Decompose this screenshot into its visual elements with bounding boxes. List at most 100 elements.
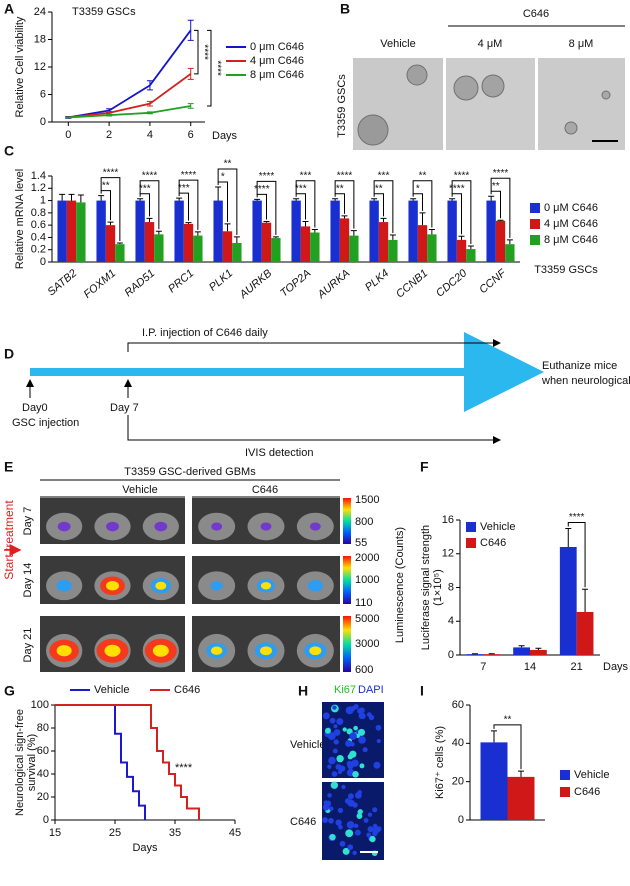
bar [193, 235, 203, 262]
x-tick-label: 7 [480, 661, 486, 673]
error-bar [187, 103, 194, 109]
bar [427, 234, 437, 262]
significance-bracket [139, 193, 150, 217]
significance-label: **** [103, 167, 119, 178]
x-tick-label: AURKB [237, 267, 275, 301]
nucleus [327, 764, 332, 769]
signal [152, 644, 169, 657]
significance-label: *** [300, 170, 312, 181]
sphere [406, 64, 428, 86]
error-bar [518, 645, 525, 648]
signal [106, 521, 119, 532]
treatment-marker: Start treatment [2, 500, 16, 580]
error-bar [293, 198, 300, 201]
y-tick-label: 0 [458, 814, 464, 826]
signal [155, 581, 167, 590]
x-tick-label: RAD51 [122, 267, 157, 299]
significance-label: *** [139, 183, 151, 194]
nucleus [322, 712, 330, 720]
significance-label: **** [569, 512, 585, 523]
nucleus [352, 771, 359, 778]
bar [135, 200, 145, 262]
significance-bracket [194, 29, 199, 75]
nucleus [372, 807, 378, 813]
bar [408, 200, 418, 262]
nucleus [358, 728, 366, 736]
panel-letter: D [4, 346, 14, 362]
bar [480, 742, 508, 820]
legend-label: Vehicle [94, 684, 129, 696]
row-label: T3359 GSCs [336, 74, 348, 138]
bar [505, 244, 515, 262]
bar [530, 649, 547, 655]
error-bar [518, 770, 524, 777]
y-tick-label: 6 [40, 88, 46, 100]
bar [174, 200, 184, 262]
legend-label: C646 [480, 537, 506, 549]
error-bar [254, 198, 261, 201]
column-label: C646 [252, 484, 278, 496]
signal [210, 581, 223, 591]
bar [76, 202, 86, 262]
axis [54, 705, 235, 821]
column-label: Vehicle [122, 484, 157, 496]
axis [51, 12, 205, 123]
panel-letter: H [298, 683, 308, 699]
error-bar [187, 67, 194, 80]
bar [213, 200, 223, 262]
significance-bracket [256, 180, 277, 235]
colorbar [343, 556, 351, 604]
error-bar [467, 245, 474, 250]
nucleus [336, 718, 344, 726]
y-tick-label: 12 [34, 61, 46, 73]
bar [222, 231, 233, 262]
x-tick-label: 2 [106, 129, 112, 141]
significance-label: **** [337, 170, 353, 181]
bar [115, 244, 125, 262]
significance-label: **** [211, 60, 222, 76]
nucleus [329, 717, 336, 724]
chart-title: T3359 GSCs [72, 6, 136, 18]
nucleus [358, 712, 366, 720]
significance-label: **** [198, 44, 209, 60]
significance-bracket [334, 193, 345, 214]
row-label: Vehicle [290, 739, 325, 751]
legend-swatch [560, 787, 570, 797]
significance-bracket [178, 192, 189, 221]
series-line [68, 29, 192, 119]
legend-swatch [530, 235, 540, 245]
error-bar [98, 195, 105, 201]
survival-curve [55, 704, 146, 820]
bar [339, 218, 350, 262]
colorbar-tick: 3000 [355, 638, 379, 650]
treatment-label: I.P. injection of C646 daily [142, 327, 268, 339]
x-tick-label: 15 [49, 827, 61, 839]
nucleus [328, 756, 336, 765]
nucleus [373, 761, 381, 769]
nucleus [339, 840, 346, 847]
bar [378, 222, 389, 262]
significance-bracket [207, 29, 212, 107]
error-bar [410, 198, 417, 201]
treatment-arrow [127, 339, 501, 352]
end-label: Euthanize mice [542, 360, 617, 372]
y-axis-label: Neurological sign-free [14, 709, 26, 816]
bar [483, 654, 501, 655]
colorbar-tick: 110 [355, 597, 373, 609]
nucleus [352, 850, 357, 856]
significance-label: **** [493, 168, 509, 179]
legend-label: 0 μm C646 [250, 41, 304, 53]
nucleus [368, 714, 375, 721]
significance-bracket [217, 181, 228, 222]
significance-label: * [416, 183, 420, 194]
nucleus [347, 799, 355, 807]
imaging-label: IVIS detection [245, 447, 314, 459]
row-label: Day 21 [22, 628, 34, 663]
panel-letter: I [420, 683, 424, 699]
panel-letter: F [420, 459, 429, 475]
event-label: GSC injection [12, 417, 79, 429]
bar [154, 234, 164, 262]
nucleus [345, 740, 352, 747]
column-label: Vehicle [380, 38, 415, 50]
bar [96, 200, 106, 262]
